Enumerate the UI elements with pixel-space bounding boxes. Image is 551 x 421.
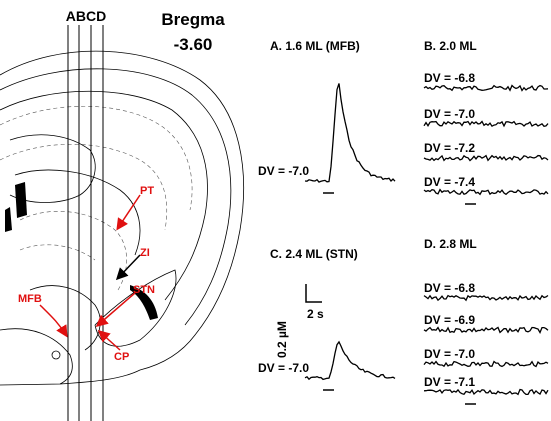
trace xyxy=(304,340,396,381)
trace xyxy=(423,294,549,302)
trace-label: DV = -7.0 xyxy=(258,164,309,178)
trace xyxy=(423,120,549,128)
region-label: ZI xyxy=(140,247,150,259)
trace-label: DV = -7.1 xyxy=(424,375,475,389)
trace-label: DV = -6.9 xyxy=(424,313,475,327)
scale-concentration: 0.2 µM xyxy=(275,321,289,358)
atlas xyxy=(0,25,244,421)
trace-label: DV = -6.8 xyxy=(424,281,475,295)
scale-time: 2 s xyxy=(307,307,324,321)
trace-label: DV = -7.0 xyxy=(424,107,475,121)
trace-label: DV = -7.4 xyxy=(424,175,475,189)
trace xyxy=(423,360,549,368)
trace-label: DV = -7.0 xyxy=(424,347,475,361)
panel-title: C. 2.4 ML (STN) xyxy=(270,247,358,261)
panel-title: D. 2.8 ML xyxy=(424,237,477,251)
trace xyxy=(423,388,549,396)
trace-label: DV = -7.0 xyxy=(258,361,309,375)
panel-title: B. 2.0 ML xyxy=(424,39,477,53)
panel-title: A. 1.6 ML (MFB) xyxy=(270,39,360,53)
region-label: STN xyxy=(133,284,155,296)
trace-label: DV = -7.2 xyxy=(424,141,475,155)
region-label: MFB xyxy=(18,293,42,305)
traces: A. 1.6 ML (MFB) DV = -7.0 B. 2.0 ML DV = -6… xyxy=(258,39,549,405)
bregma-coordinate: -3.60 xyxy=(174,35,213,54)
trace xyxy=(423,188,549,196)
trace xyxy=(423,326,549,334)
trace xyxy=(304,83,396,183)
trace-label: DV = -6.8 xyxy=(424,71,475,85)
bregma-title: Bregma xyxy=(161,10,225,29)
region-label: CP xyxy=(114,351,129,363)
region-label: PT xyxy=(140,185,154,197)
line-labels: ABCD xyxy=(66,8,106,24)
scale-bar xyxy=(305,284,322,303)
trace xyxy=(423,154,549,162)
trace xyxy=(423,84,549,92)
